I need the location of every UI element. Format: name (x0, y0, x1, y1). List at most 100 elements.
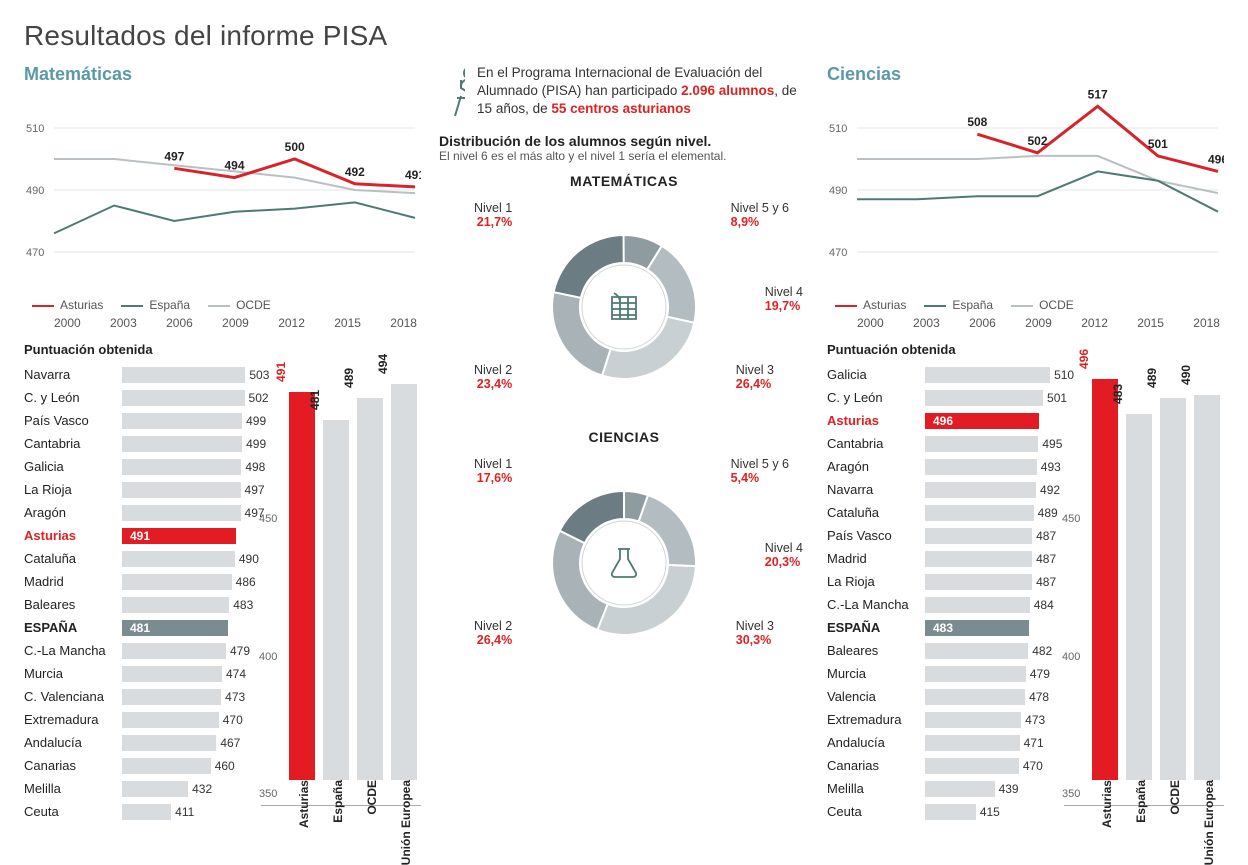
donut-science-heading: CIENCIAS (439, 429, 809, 445)
table-row: C. Valenciana473 (24, 685, 251, 708)
table-row: Cataluña490 (24, 547, 251, 570)
table-row: Baleares483 (24, 593, 251, 616)
table-row: Cataluña489 (827, 501, 1054, 524)
table-row: Canarias460 (24, 754, 251, 777)
math-comparison-bars: 350400450491Asturias481España489OCDE494U… (261, 340, 421, 820)
table-row: País Vasco487 (827, 524, 1054, 547)
table-row: Andalucía471 (827, 731, 1054, 754)
svg-text:490: 490 (26, 185, 44, 197)
lead-num-a: 2.096 alumnos (681, 83, 774, 98)
svg-text:491: 491 (405, 168, 421, 182)
table-row: Madrid486 (24, 570, 251, 593)
table-row: Murcia474 (24, 662, 251, 685)
donut-label: Nivel 5 y 65,4% (731, 457, 789, 486)
legend-ocde: OCDE (208, 298, 271, 312)
legend-ocde: OCDE (1011, 298, 1074, 312)
lead-num-b: 55 centros asturianos (551, 101, 691, 116)
table-row: Ceuta415 (827, 800, 1054, 823)
donut-science: CIENCIAS Nivel 117,6% Nivel 226,4% Nivel 3… (439, 429, 809, 669)
donut-label: Nivel 121,7% (474, 201, 512, 230)
table-row: Navarra492 (827, 478, 1054, 501)
table-row: Galicia498 (24, 455, 251, 478)
table-row: Extremadura473 (827, 708, 1054, 731)
table-row: La Rioja497 (24, 478, 251, 501)
math-x-axis: 2000200320062009201220152018 (24, 314, 421, 340)
legend-science: Asturias España OCDE (835, 298, 1224, 312)
legend-asturias: Asturias (32, 298, 103, 312)
donut-label: Nivel 419,7% (765, 285, 803, 314)
science-comparison-bars: 350400450496Asturias483España489OCDE490U… (1064, 340, 1224, 820)
legend-math: Asturias España OCDE (32, 298, 421, 312)
math-score-list: Puntuación obtenida Navarra503C. y León5… (24, 340, 251, 823)
svg-text:490: 490 (829, 185, 847, 197)
svg-text:517: 517 (1088, 89, 1108, 101)
math-title: Matemáticas (24, 64, 421, 85)
table-row: Valencia478 (827, 685, 1054, 708)
table-row: Murcia479 (827, 662, 1054, 685)
svg-text:510: 510 (829, 123, 847, 135)
table-row: Navarra503 (24, 363, 251, 386)
table-row: Melilla432 (24, 777, 251, 800)
svg-text:494: 494 (224, 159, 244, 173)
svg-text:470: 470 (829, 247, 847, 259)
math-line-chart: 470 490 510 497 494 500 492 491 (24, 89, 421, 289)
svg-text:492: 492 (345, 165, 365, 179)
table-row: Madrid487 (827, 547, 1054, 570)
svg-text:508: 508 (967, 115, 987, 129)
donut-label: Nivel 326,4% (736, 363, 774, 392)
math-score-title: Puntuación obtenida (24, 342, 251, 357)
svg-text:496: 496 (1208, 152, 1224, 166)
table-row: Baleares482 (827, 639, 1054, 662)
dist-title: Distribución de los alumnos según nivel. (439, 133, 809, 149)
science-score-section: Puntuación obtenida Galicia510C. y León5… (827, 340, 1224, 823)
donut-label: Nivel 226,4% (474, 619, 512, 648)
table-row: Cantabria499 (24, 432, 251, 455)
table-row: Canarias470 (827, 754, 1054, 777)
table-row: Aragón493 (827, 455, 1054, 478)
donut-label: Nivel 330,3% (736, 619, 774, 648)
table-row: Asturias496 (827, 409, 1054, 432)
student-icon (447, 64, 465, 118)
science-score-list: Puntuación obtenida Galicia510C. y León5… (827, 340, 1054, 823)
science-score-title: Puntuación obtenida (827, 342, 1054, 357)
table-row: C.-La Mancha484 (827, 593, 1054, 616)
svg-text:470: 470 (26, 247, 44, 259)
science-title: Ciencias (827, 64, 1224, 85)
legend-asturias: Asturias (835, 298, 906, 312)
table-row: Ceuta411 (24, 800, 251, 823)
table-row: País Vasco499 (24, 409, 251, 432)
science-line-chart: 470 490 510 508 502 517 501 496 (827, 89, 1224, 289)
table-row: C. y León502 (24, 386, 251, 409)
donut-math: MATEMÁTICAS Nivel 121,7%Nivel 223,4%Nive… (439, 173, 809, 413)
svg-text:500: 500 (285, 140, 305, 154)
table-row: Andalucía467 (24, 731, 251, 754)
svg-text:502: 502 (1027, 134, 1047, 148)
table-row: Melilla439 (827, 777, 1054, 800)
table-row: Extremadura470 (24, 708, 251, 731)
table-row: C. y León501 (827, 386, 1054, 409)
legend-espana: España (924, 298, 993, 312)
donut-label: Nivel 5 y 68,9% (731, 201, 789, 230)
page-title: Resultados del informe PISA (24, 20, 1224, 52)
donut-label: Nivel 420,3% (765, 541, 803, 570)
columns: Matemáticas 470 490 510 497 494 500 492 491 Ast… (24, 58, 1224, 823)
donut-label: Nivel 117,6% (474, 457, 512, 486)
col-middle: En el Programa Internacional de Evaluaci… (439, 58, 809, 823)
table-row: C.-La Mancha479 (24, 639, 251, 662)
svg-text:497: 497 (164, 149, 184, 163)
svg-text:510: 510 (26, 123, 44, 135)
donut-label: Nivel 223,4% (474, 363, 512, 392)
table-row: La Rioja487 (827, 570, 1054, 593)
table-row: Cantabria495 (827, 432, 1054, 455)
science-x-axis: 2000200320062009201220152018 (827, 314, 1224, 340)
svg-text:501: 501 (1148, 137, 1168, 151)
table-row: Asturias491 (24, 524, 251, 547)
table-row: Galicia510 (827, 363, 1054, 386)
table-row: ESPAÑA481 (24, 616, 251, 639)
table-row: Aragón497 (24, 501, 251, 524)
legend-espana: España (121, 298, 190, 312)
col-science: Ciencias 470 490 510 508 502 517 501 496 Asturi… (827, 58, 1224, 823)
math-score-section: Puntuación obtenida Navarra503C. y León5… (24, 340, 421, 823)
table-row: ESPAÑA483 (827, 616, 1054, 639)
col-math: Matemáticas 470 490 510 497 494 500 492 491 Ast… (24, 58, 421, 823)
